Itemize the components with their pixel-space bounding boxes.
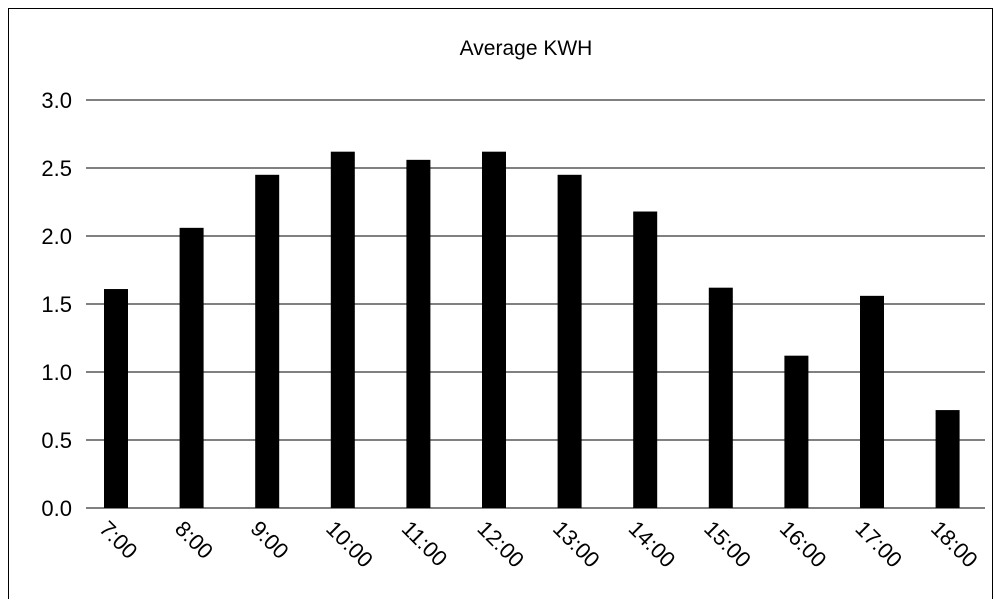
x-tick-label: 8:00 [170, 516, 218, 564]
bar-800 [179, 227, 204, 508]
x-tick-label: 10:00 [321, 516, 378, 573]
bar-1100 [406, 159, 431, 508]
bar-1200 [482, 151, 506, 508]
y-axis-tick-labels: 0.0 0.5 1.0 1.5 2.0 2.5 3.0 [41, 88, 72, 521]
x-tick-label: 17:00 [850, 516, 907, 573]
y-tick-label: 0.0 [41, 496, 72, 521]
gridlines [86, 99, 985, 509]
chart-title: Average KWH [460, 37, 593, 60]
x-tick-label: 7:00 [94, 516, 142, 564]
x-axis-tick-labels: 7:00 8:00 9:00 10:00 11:00 12:00 13:00 14:00 15:… [94, 516, 982, 573]
bar-1800 [935, 410, 960, 508]
y-tick-label: 1.0 [41, 360, 72, 385]
bar-1600 [784, 355, 809, 508]
x-tick-label: 11:00 [397, 516, 452, 571]
x-tick-label: 14:00 [624, 516, 681, 573]
bar-700 [104, 289, 128, 508]
bar-1000 [330, 151, 355, 508]
bars [104, 151, 960, 509]
y-tick-label: 3.0 [41, 88, 72, 113]
x-tick-label: 18:00 [926, 516, 983, 573]
y-tick-label: 2.0 [41, 224, 72, 249]
x-tick-label: 13:00 [548, 516, 605, 573]
x-tick-label: 16:00 [775, 516, 832, 573]
bar-1700 [860, 295, 884, 508]
bar-1400 [633, 211, 658, 508]
x-tick-label: 15:00 [699, 516, 756, 573]
y-tick-label: 1.5 [41, 292, 72, 317]
bar-1300 [557, 174, 582, 509]
bar-900 [255, 174, 280, 509]
bar-1500 [708, 287, 733, 508]
x-tick-label: 12:00 [472, 516, 529, 573]
y-tick-label: 0.5 [41, 428, 72, 453]
y-tick-label: 2.5 [41, 156, 72, 181]
x-tick-label: 9:00 [246, 516, 294, 564]
